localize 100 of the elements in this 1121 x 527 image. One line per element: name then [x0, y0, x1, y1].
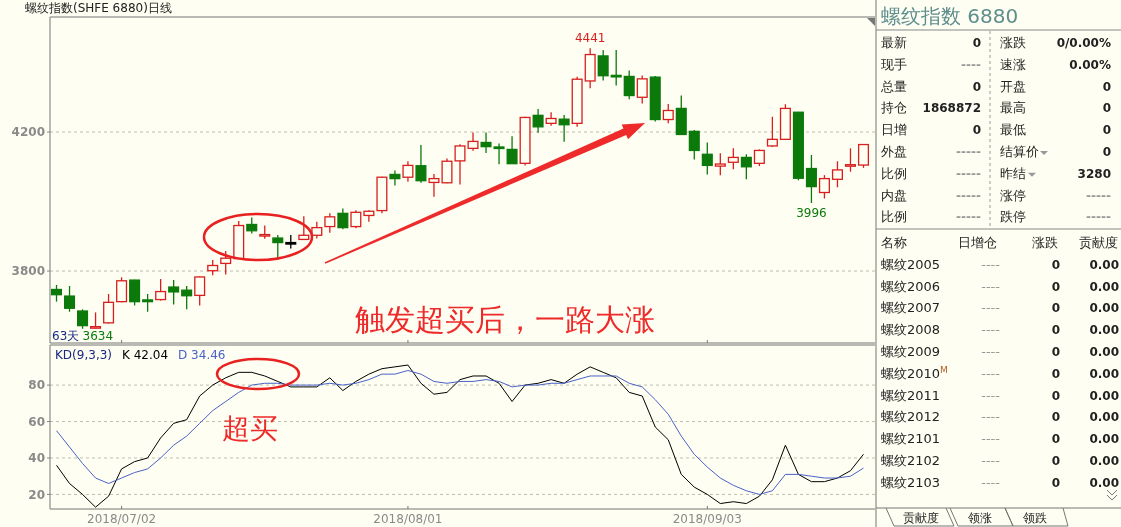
text: 日增仓	[958, 235, 997, 250]
text: 螺纹2101	[881, 431, 941, 447]
text: ----	[981, 474, 1001, 490]
text: 螺纹2102	[881, 453, 941, 468]
candlestick	[662, 103, 674, 124]
text: 比例	[881, 165, 907, 181]
text: ----	[981, 278, 1001, 294]
text: -----	[1086, 188, 1112, 203]
text: ----	[981, 387, 1001, 403]
candlestick	[636, 74, 648, 105]
annotation: 63天	[52, 329, 80, 343]
text: 0	[1102, 145, 1111, 159]
text: 最低	[1000, 122, 1026, 138]
text: 0.00	[1089, 301, 1119, 316]
candlestick	[610, 49, 622, 87]
text: 涨停	[1000, 187, 1026, 203]
candlestick	[831, 160, 843, 188]
text: ----	[981, 300, 1001, 316]
text: 最高	[1000, 100, 1026, 116]
text: 螺纹2010$^{M}$	[881, 364, 948, 381]
text: -----	[956, 166, 982, 181]
y-tick-label: 80	[28, 378, 45, 393]
candlestick	[714, 152, 726, 176]
annotation: 超买	[222, 412, 278, 445]
candlestick	[103, 293, 115, 325]
text: 0.00	[1089, 388, 1119, 403]
text: -----	[956, 210, 982, 225]
text: D 34.46	[178, 348, 226, 362]
text: K 42.04	[122, 348, 169, 362]
y-tick-label: 3800	[11, 264, 45, 279]
text: 0	[1102, 79, 1111, 94]
candlestick	[155, 278, 167, 302]
text: 0.00	[1089, 257, 1119, 272]
text: ----	[981, 365, 1001, 381]
text: 螺纹2103	[881, 474, 941, 490]
candlestick	[298, 215, 310, 241]
text: 名称	[881, 235, 907, 250]
candlestick	[701, 141, 713, 176]
candlestick	[63, 285, 76, 313]
candlestick	[220, 250, 232, 276]
candlestick	[844, 147, 857, 173]
text: 螺纹2011	[881, 387, 941, 403]
annotation: 触发超买后，一路大涨	[355, 302, 655, 337]
text: 涨跌	[1000, 35, 1026, 50]
text: 0	[1051, 410, 1060, 425]
text: 0	[1051, 388, 1060, 403]
text: 0.00	[1089, 366, 1119, 381]
text: ----	[981, 431, 1001, 447]
text: 0	[1051, 454, 1060, 468]
y-tick-label: 20	[28, 487, 45, 502]
candlestick	[402, 160, 414, 183]
annotation: 3996	[796, 205, 827, 220]
text: 速涨	[1000, 56, 1026, 72]
candlestick	[506, 135, 518, 165]
candlestick	[493, 142, 505, 166]
text: 贡献度	[903, 511, 939, 525]
text: 螺纹2009	[881, 344, 941, 359]
text: 0.00	[1089, 432, 1119, 447]
text: -----	[1086, 210, 1112, 225]
candlestick	[428, 173, 440, 198]
candlestick	[129, 279, 141, 307]
candlestick	[324, 212, 336, 234]
y-tick-label: 40	[28, 451, 45, 466]
annotation: 3634	[82, 329, 114, 343]
candlestick	[727, 147, 739, 170]
text: 现手	[881, 56, 907, 72]
text: 0	[1051, 323, 1060, 338]
text: ----	[981, 344, 1001, 359]
candlestick	[597, 49, 609, 82]
x-tick-label: 2018/07/02	[87, 512, 157, 526]
text: 领跌	[1023, 511, 1047, 525]
text: 最新	[881, 35, 907, 50]
candlestick	[480, 131, 492, 154]
text: 螺纹2007	[881, 300, 941, 316]
text: 0.00	[1089, 475, 1119, 490]
candlestick	[389, 169, 401, 187]
candlestick	[766, 116, 778, 148]
x-tick-label: 2018/08/01	[373, 512, 443, 526]
candlestick	[818, 174, 830, 200]
candlestick	[857, 143, 870, 169]
chart-title: 螺纹指数(SHFE 6880)日线	[25, 1, 172, 15]
legend-title: KD(9,3,3)	[55, 348, 113, 362]
text: 0.00%	[1069, 57, 1111, 72]
candlestick	[532, 108, 544, 134]
candlestick	[805, 154, 817, 204]
candlestick	[168, 279, 180, 306]
text: 1868872	[922, 101, 981, 116]
candlestick	[350, 209, 362, 229]
text: 涨跌	[1032, 235, 1058, 250]
text: 外盘	[881, 144, 907, 159]
candlestick	[272, 234, 284, 259]
annotation: 4441	[574, 31, 606, 46]
candlestick	[363, 209, 375, 223]
text: 0	[1051, 475, 1060, 490]
text: 0	[1102, 101, 1111, 116]
text: 0.00	[1089, 323, 1119, 338]
text: 结算价	[1000, 144, 1039, 159]
text: 日增	[881, 122, 907, 138]
text: ----	[981, 256, 1001, 272]
candlestick	[116, 276, 128, 303]
